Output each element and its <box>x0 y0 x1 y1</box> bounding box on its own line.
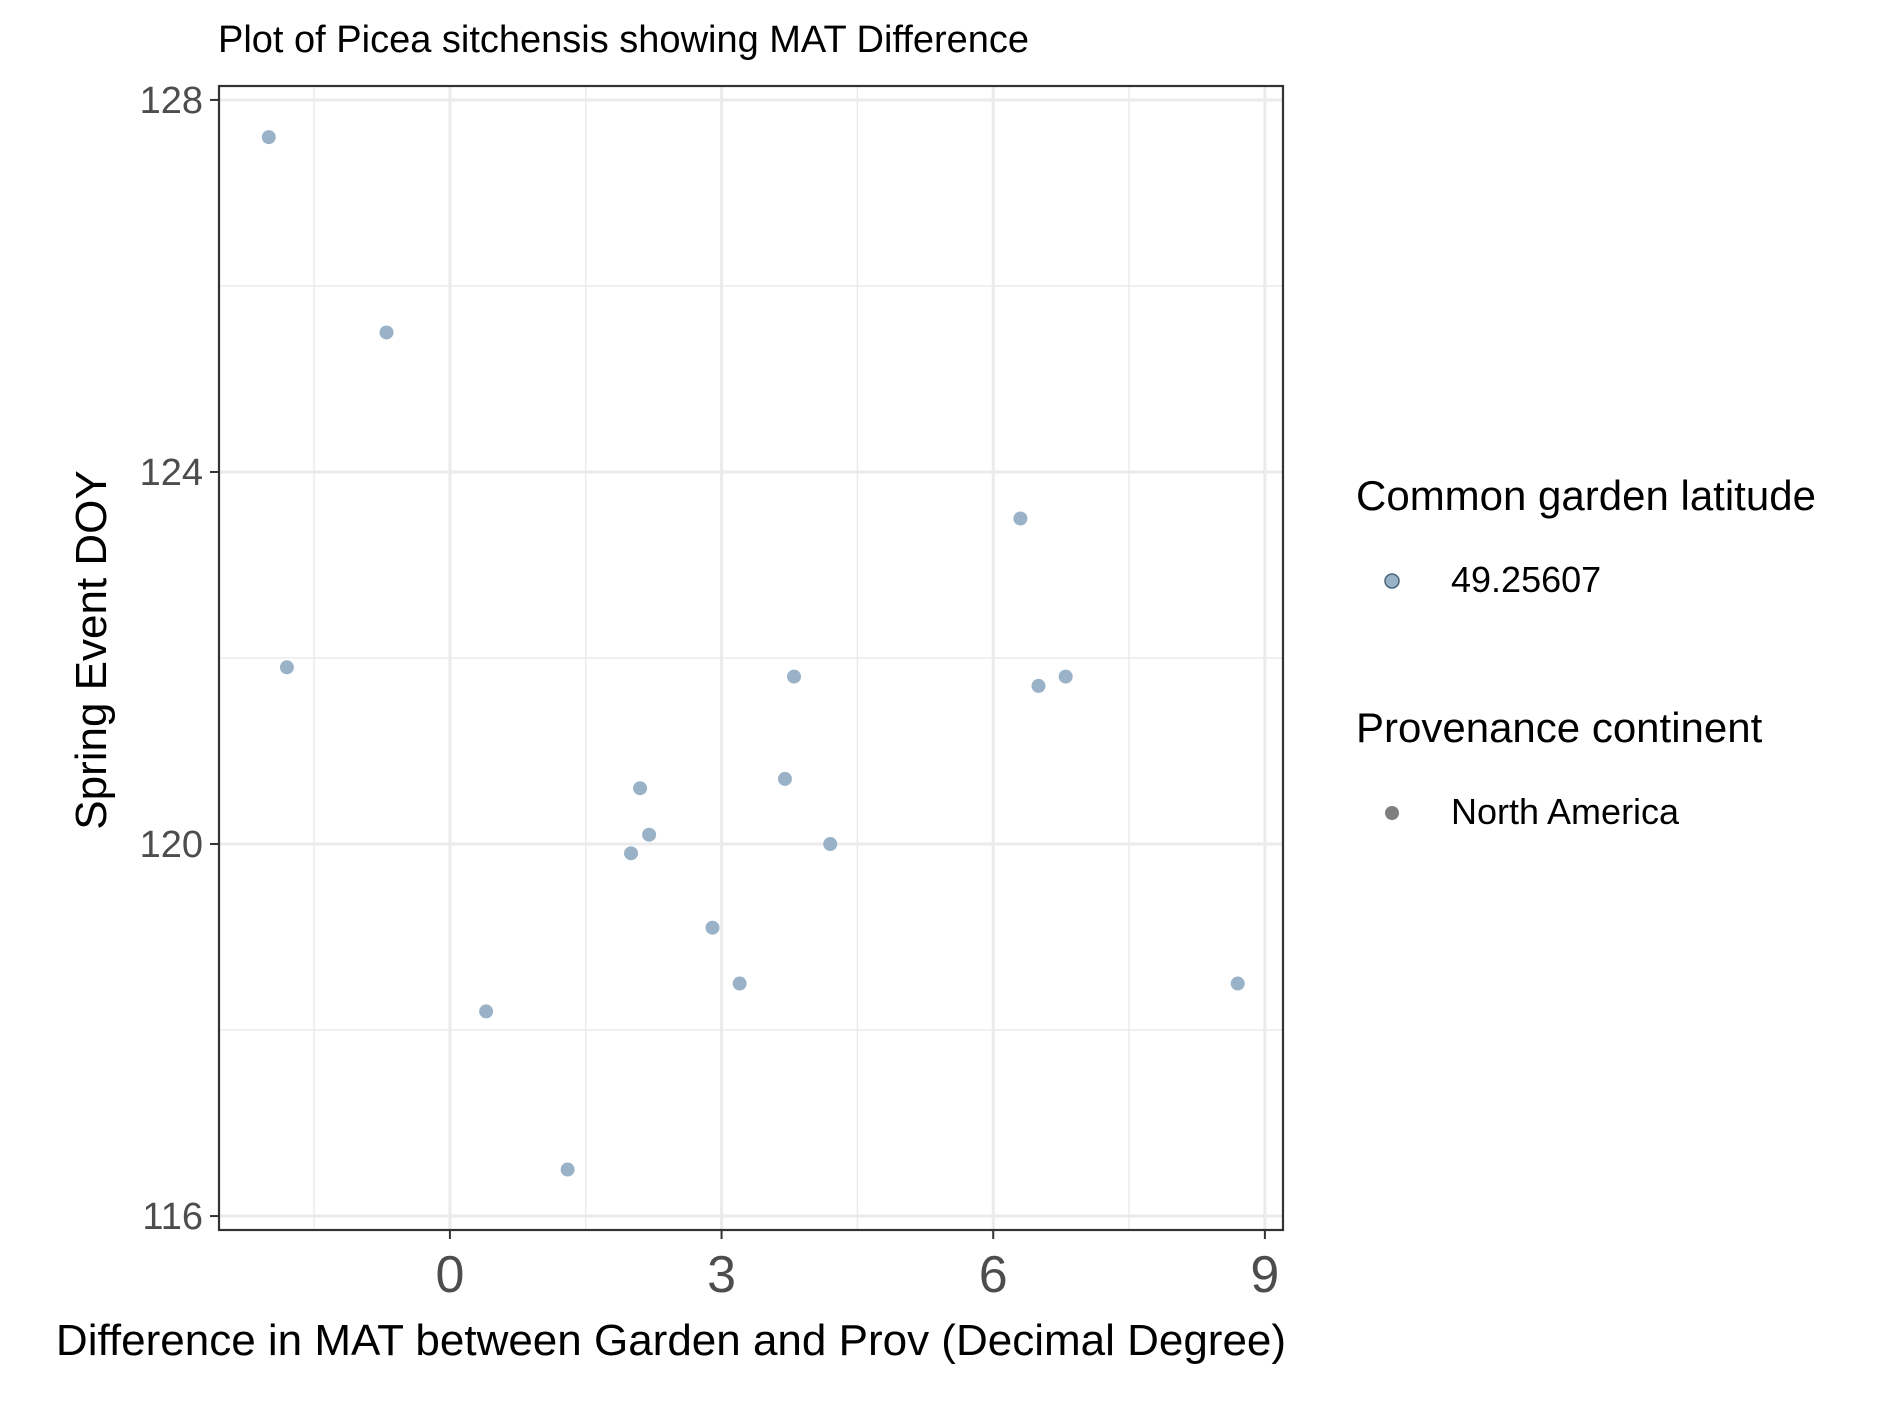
data-point <box>624 846 639 861</box>
x-axis: 0 3 6 9 <box>435 1230 1279 1304</box>
data-point <box>633 781 648 796</box>
data-point <box>1013 511 1028 526</box>
data-point <box>642 827 657 842</box>
legend-title: Provenance continent <box>1356 704 1763 751</box>
y-tick-label: 124 <box>140 452 203 494</box>
y-tick-label: 128 <box>140 80 203 122</box>
data-point <box>479 1004 494 1019</box>
plot-panel-border <box>217 84 1285 1232</box>
data-point <box>787 669 802 684</box>
y-tick-label: 120 <box>140 824 203 866</box>
legend: Common garden latitude 49.25607 Provenance… <box>1356 472 1816 832</box>
data-point <box>1058 669 1073 684</box>
data-point <box>560 1162 575 1177</box>
legend-label: North America <box>1451 791 1680 832</box>
x-tick-label: 0 <box>435 1246 464 1304</box>
x-tick-label: 9 <box>1250 1246 1279 1304</box>
x-tick-label: 3 <box>707 1246 736 1304</box>
data-point <box>1031 678 1046 693</box>
data-point <box>261 130 276 145</box>
data-point <box>705 920 720 935</box>
legend-key <box>1384 573 1400 589</box>
legend-key <box>1385 806 1399 820</box>
data-point <box>777 771 792 786</box>
x-tick-label: 6 <box>979 1246 1008 1304</box>
minor-gridlines <box>219 86 1283 1230</box>
y-tick-label: 116 <box>142 1196 203 1238</box>
y-axis: 116 120 124 128 <box>140 80 219 1238</box>
data-point <box>1230 976 1245 991</box>
legend-label: 49.25607 <box>1451 559 1601 600</box>
data-point <box>732 976 747 991</box>
x-axis-title: Difference in MAT between Garden and Pro… <box>56 1316 1286 1365</box>
data-points <box>261 130 1245 1177</box>
y-axis-title: Spring Event DOY <box>67 470 116 830</box>
major-gridlines <box>219 86 1283 1230</box>
data-point <box>279 660 294 675</box>
legend-title: Common garden latitude <box>1356 472 1816 519</box>
chart-title: Plot of Picea sitchensis showing MAT Dif… <box>218 19 1029 61</box>
data-point <box>379 325 394 340</box>
data-point <box>823 837 838 852</box>
